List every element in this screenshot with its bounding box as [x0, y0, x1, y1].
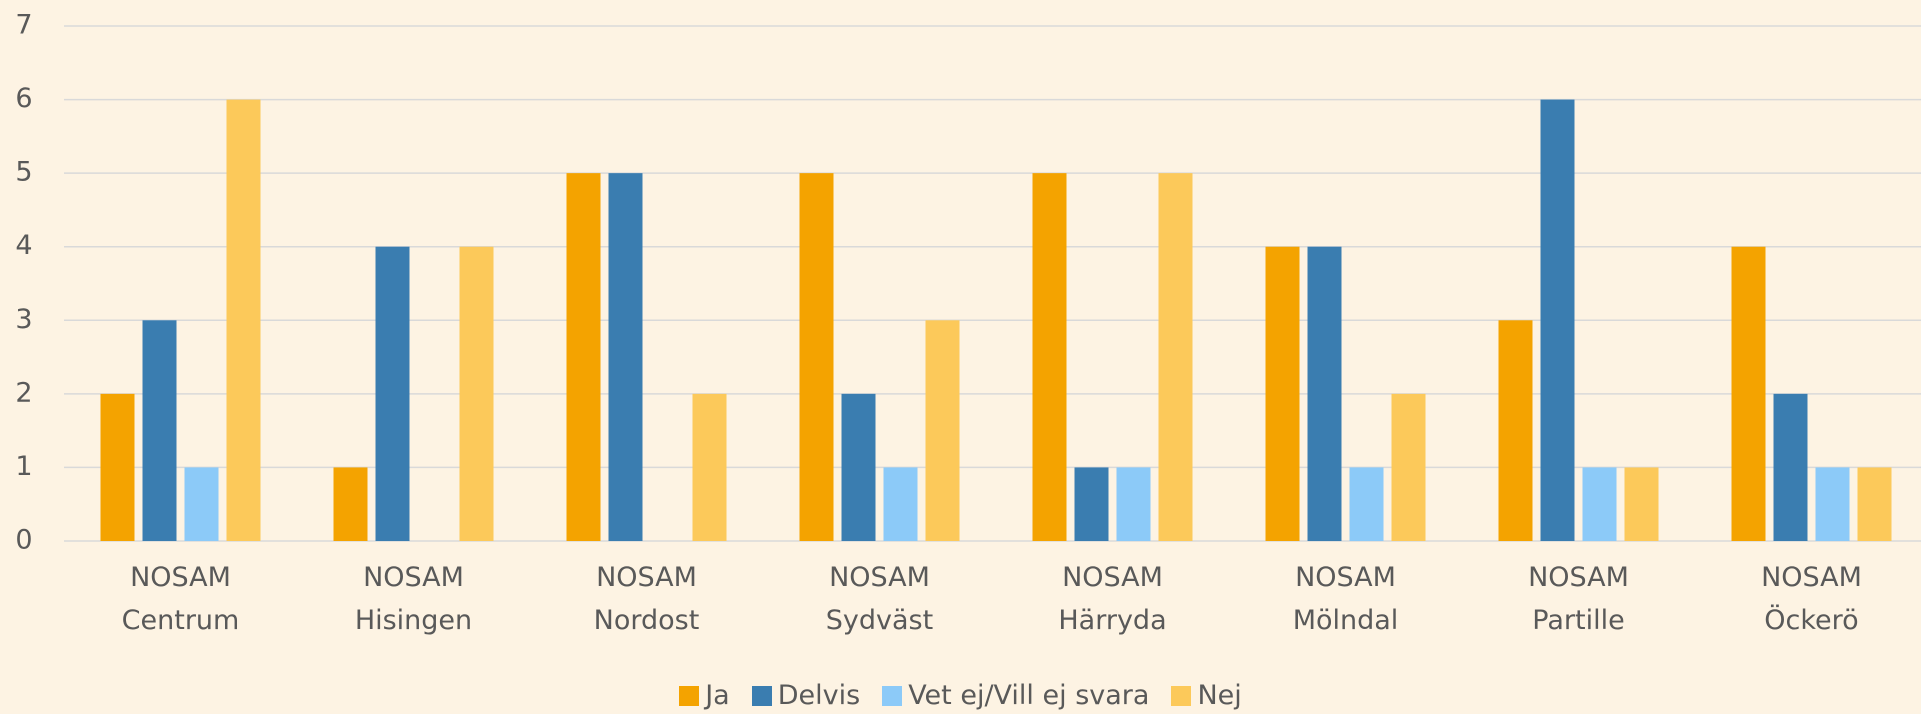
x-tick-label: NOSAM Öckerö	[1712, 556, 1912, 642]
bar	[1117, 467, 1151, 541]
y-tick-label: 6	[15, 83, 32, 114]
bar	[1583, 467, 1617, 541]
bar	[567, 173, 601, 541]
legend: Ja Delvis Vet ej/Vill ej svara Nej	[0, 680, 1921, 711]
bar	[842, 394, 876, 541]
bar	[143, 320, 177, 541]
page: 0 1 2 3 4 5 6 7 Ja Delvis Vet ej/Vill ej svara Nej…	[0, 0, 1921, 714]
x-tick-label: NOSAM Centrum	[81, 556, 281, 642]
x-tick-label: NOSAM Hisingen	[314, 556, 514, 642]
bar	[101, 394, 135, 541]
x-tick-label: NOSAM Sydväst	[780, 556, 980, 642]
bar	[609, 173, 643, 541]
legend-swatch	[1171, 686, 1191, 706]
bar	[1625, 467, 1659, 541]
legend-swatch	[882, 686, 902, 706]
legend-item: Ja	[679, 680, 730, 711]
y-tick-label: 2	[15, 377, 32, 408]
legend-label: Delvis	[778, 680, 860, 711]
bar	[1075, 467, 1109, 541]
bar	[1350, 467, 1384, 541]
y-tick-label: 0	[15, 525, 32, 556]
y-tick-label: 4	[15, 230, 32, 261]
x-tick-label: NOSAM Mölndal	[1246, 556, 1446, 642]
bar	[1308, 247, 1342, 541]
legend-swatch	[679, 686, 699, 706]
y-tick-label: 5	[15, 157, 32, 188]
bar	[185, 467, 219, 541]
bar	[1858, 467, 1892, 541]
bar	[1541, 100, 1575, 541]
bar	[1266, 247, 1300, 541]
legend-item: Delvis	[752, 680, 860, 711]
bar	[1732, 247, 1766, 541]
y-tick-label: 7	[15, 10, 32, 41]
bar	[1159, 173, 1193, 541]
bar	[227, 100, 261, 541]
legend-swatch	[752, 686, 772, 706]
y-tick-label: 1	[15, 451, 32, 482]
bar	[1499, 320, 1533, 541]
bar	[334, 467, 368, 541]
x-tick-label: NOSAM Partille	[1479, 556, 1679, 642]
bar	[1816, 467, 1850, 541]
x-tick-label: NOSAM Härryda	[1013, 556, 1213, 642]
legend-label: Nej	[1197, 680, 1241, 711]
x-tick-label: NOSAM Nordost	[547, 556, 747, 642]
bar	[1033, 173, 1067, 541]
bar	[1774, 394, 1808, 541]
bar	[884, 467, 918, 541]
legend-label: Ja	[705, 680, 730, 711]
bar	[376, 247, 410, 541]
y-tick-label: 3	[15, 304, 32, 335]
legend-item: Nej	[1171, 680, 1241, 711]
bar	[800, 173, 834, 541]
legend-item: Vet ej/Vill ej svara	[882, 680, 1149, 711]
bar	[693, 394, 727, 541]
bar	[460, 247, 494, 541]
legend-label: Vet ej/Vill ej svara	[908, 680, 1149, 711]
bar	[926, 320, 960, 541]
bar	[1392, 394, 1426, 541]
